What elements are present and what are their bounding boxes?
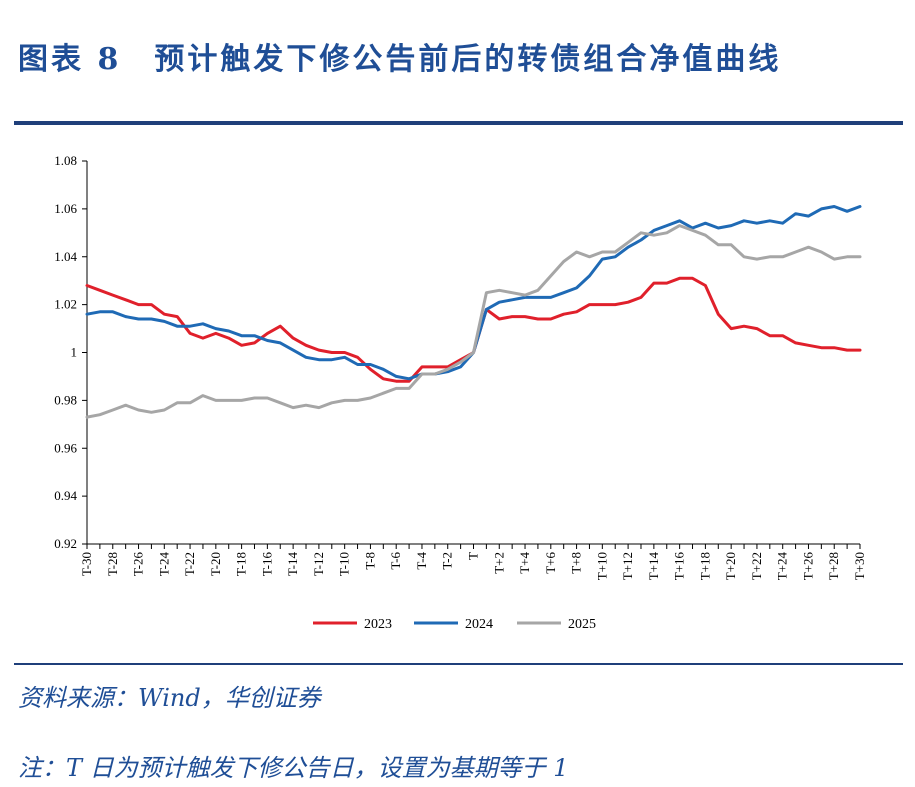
legend-label-2023: 2023 <box>364 617 392 632</box>
top-rule <box>14 121 903 125</box>
x-tick-label: T-10 <box>337 552 352 576</box>
chart-series-layer <box>85 205 862 419</box>
footnote: 注：T 日为预计触发下修公告日，设置为基期等于 1 <box>18 754 569 782</box>
y-tick-label: 0.96 <box>54 440 77 455</box>
x-tick-label: T+12 <box>620 552 635 580</box>
x-tick-label: T-6 <box>388 552 403 570</box>
x-tick-label: T+26 <box>800 552 815 581</box>
x-tick-label: T-8 <box>362 552 377 570</box>
legend-label-2024: 2024 <box>465 617 493 632</box>
line-chart: 0.92 0.94 0.96 0.98 1 1.02 1.04 1.06 1.08 T-30 T-2… <box>54 153 867 632</box>
x-tick-label: T+28 <box>826 552 841 580</box>
x-tick-label: T+4 <box>517 552 532 574</box>
chart-legend: 2023 2024 2025 <box>313 617 596 632</box>
x-tick-label: T-4 <box>414 552 429 570</box>
x-tick-label: T <box>466 552 481 560</box>
series-line-2023 <box>85 276 862 383</box>
y-tick-label: 0.92 <box>54 536 77 551</box>
x-tick-label: T-22 <box>182 552 197 576</box>
chart-axes: 0.92 0.94 0.96 0.98 1 1.02 1.04 1.06 1.08 T-30 T-2… <box>54 153 867 580</box>
legend-label-2025: 2025 <box>568 617 596 632</box>
x-tick-label: T-26 <box>131 552 146 577</box>
x-tick-label: T+6 <box>543 552 558 574</box>
x-tick-label: T+16 <box>672 552 687 581</box>
x-tick-label: T+8 <box>569 552 584 574</box>
y-tick-label: 1.04 <box>54 249 77 264</box>
x-tick-label: T+18 <box>697 552 712 580</box>
series-line-2025 <box>85 224 862 419</box>
y-tick-label: 1 <box>71 345 78 360</box>
y-tick-label: 1.08 <box>54 153 77 168</box>
x-tick-label: T-30 <box>79 552 94 576</box>
x-tick-label: T-18 <box>234 552 249 576</box>
x-tick-label: T+24 <box>775 552 790 581</box>
x-tick-label: T-12 <box>311 552 326 576</box>
x-tick-label: T-20 <box>208 552 223 576</box>
x-tick-label: T-2 <box>440 552 455 570</box>
x-tick-label: T+10 <box>594 552 609 580</box>
y-tick-label: 1.06 <box>54 201 77 216</box>
x-tick-label: T+20 <box>723 552 738 580</box>
figure-title: 图表 8 预计触发下修公告前后的转债组合净值曲线 <box>18 42 782 77</box>
x-tick-label: T+2 <box>491 552 506 574</box>
x-tick-label: T-14 <box>285 552 300 577</box>
x-tick-label: T-28 <box>105 552 120 576</box>
x-tick-label: T+22 <box>749 552 764 580</box>
y-tick-label: 0.98 <box>54 392 77 407</box>
bottom-rule <box>14 663 903 665</box>
y-tick-label: 0.94 <box>54 488 77 503</box>
x-tick-label: T+14 <box>646 552 661 581</box>
x-tick-label: T+30 <box>852 552 867 580</box>
x-tick-label: T-16 <box>259 552 274 577</box>
source-note: 资料来源：Wind，华创证券 <box>18 684 321 712</box>
y-tick-label: 1.02 <box>54 297 77 312</box>
x-tick-label: T-24 <box>156 552 171 577</box>
